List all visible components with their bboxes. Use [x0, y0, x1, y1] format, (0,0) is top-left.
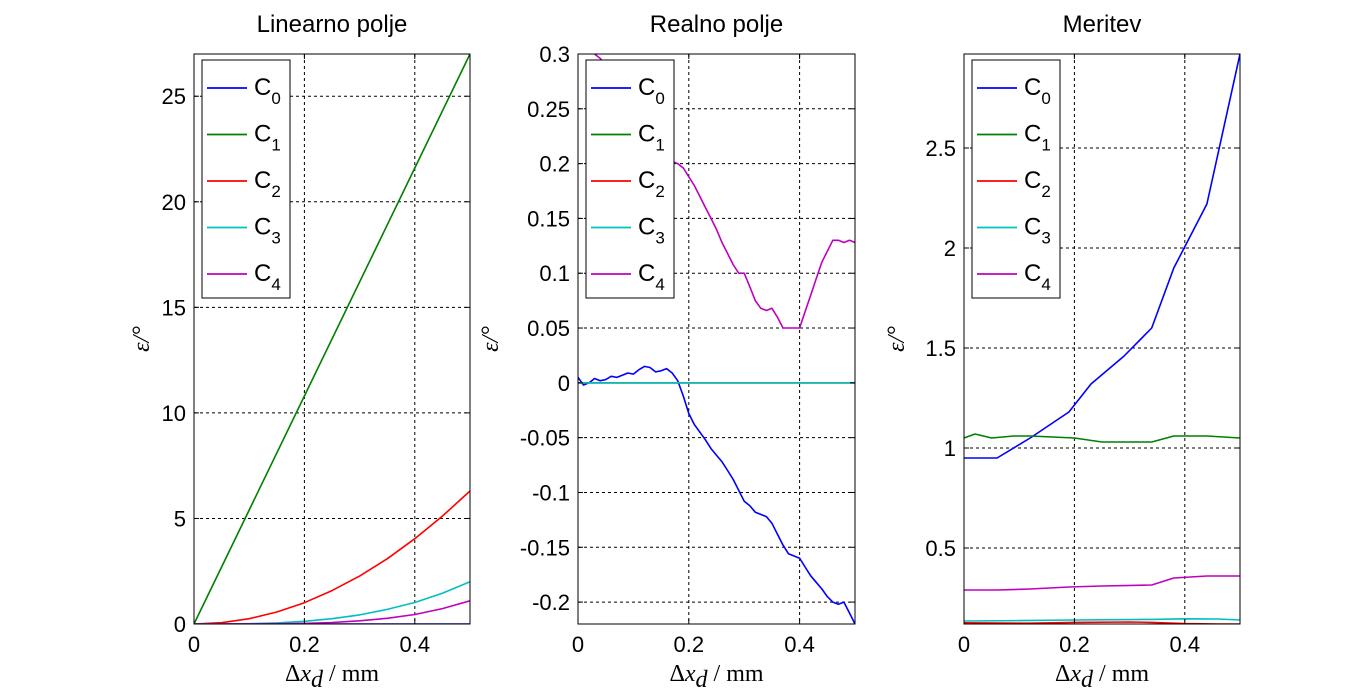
x-tick-label: 0.2 [1059, 632, 1090, 657]
y-axis-label: ε/° [884, 326, 910, 352]
legend-label-c0: C0 [1024, 74, 1051, 108]
series-group [964, 54, 1240, 624]
y-tick-label: 2 [944, 236, 956, 261]
legend-box [585, 59, 675, 299]
y-tick-label: 10 [162, 401, 186, 426]
legend-label-c1: C1 [638, 121, 665, 155]
x-axis-label: Δxd / mm [669, 661, 763, 693]
y-tick-label: -0.2 [532, 590, 570, 615]
y-axis-label: ε/° [129, 326, 155, 352]
y-tick-label: 20 [162, 190, 186, 215]
x-tick-label: 0.4 [1170, 632, 1201, 657]
x-axis-label: Δxd / mm [1055, 661, 1149, 693]
y-tick-label: 0.1 [539, 261, 570, 286]
y-tick-label: -0.05 [520, 426, 570, 451]
x-tick-label: 0.2 [289, 632, 320, 657]
legend: C0 C1 C2 C3 C4 [585, 59, 675, 299]
x-tick-label: 0 [572, 632, 584, 657]
y-tick-label: 1.5 [925, 336, 956, 361]
chart-panel-1: 0 0.2 0.4 0 5 10 15 20 25 Linearno polje Δxd / mm ε… [129, 11, 471, 693]
legend: C0 C1 C2 C3 C4 [971, 59, 1061, 299]
x-tick-label: 0.4 [784, 632, 815, 657]
y-tick-label: 0.3 [539, 42, 570, 67]
y-tick-label: 5 [174, 506, 186, 531]
y-tick-label: 2.5 [925, 136, 956, 161]
series-line-c1 [194, 54, 470, 624]
x-tick-label: 0.2 [674, 632, 705, 657]
chart-panel-2: 0 0.2 0.4 -0.2 -0.15 -0.1 -0.05 0 0.05 0.1 0.15 0.2… [478, 11, 856, 693]
legend-label-c0: C0 [254, 74, 281, 108]
y-tick-label: 15 [162, 295, 186, 320]
legend-label-c2: C2 [1024, 167, 1051, 201]
legend-box [201, 59, 291, 299]
x-tick-label: 0 [958, 632, 970, 657]
y-tick-label: -0.1 [532, 480, 570, 505]
y-tick-label: 0.5 [925, 536, 956, 561]
plot-frame [577, 53, 856, 625]
chart-title: Linearno polje [257, 11, 408, 38]
x-tick-label: 0.4 [400, 632, 431, 657]
legend-label-c3: C3 [638, 214, 665, 248]
y-tick-label: 0.25 [527, 97, 570, 122]
series-line-c1 [964, 433, 1240, 443]
series-line-c3 [964, 617, 1240, 622]
x-axis-label: Δxd / mm [285, 661, 379, 693]
legend-label-c4: C4 [1024, 260, 1051, 294]
plot-frame [963, 53, 1241, 625]
legend-label-c3: C3 [254, 214, 281, 248]
chart-panel-3: 0 0.2 0.4 0.5 1 1.5 2 2.5 Meritev Δxd / mm ε/° C0 C1… [884, 11, 1241, 693]
series-line-c0 [964, 54, 1240, 459]
x-tick-label: 0 [188, 632, 200, 657]
legend-label-c2: C2 [638, 167, 665, 201]
legend-box [971, 59, 1061, 299]
legend: C0 C1 C2 C3 C4 [201, 59, 291, 299]
y-tick-label: 0.05 [527, 316, 570, 341]
y-axis-label: ε/° [478, 326, 504, 352]
y-tick-label: 0.2 [539, 152, 570, 177]
y-tick-label: 0.15 [527, 206, 570, 231]
legend-label-c4: C4 [638, 260, 665, 294]
series-line-c2 [194, 490, 470, 624]
chart-title: Meritev [1063, 11, 1142, 38]
y-tick-label: 0 [174, 612, 186, 637]
plot-frame [193, 53, 471, 625]
legend-label-c2: C2 [254, 167, 281, 201]
y-tick-label: -0.15 [520, 535, 570, 560]
legend-label-c0: C0 [638, 74, 665, 108]
series-line-c3 [194, 581, 470, 624]
y-tick-label: 1 [944, 436, 956, 461]
legend-label-c1: C1 [254, 121, 281, 155]
y-tick-label: 0 [558, 371, 570, 396]
y-tick-label: 25 [162, 84, 186, 109]
series-line-c0 [578, 365, 855, 624]
legend-label-c1: C1 [1024, 121, 1051, 155]
chart-title: Realno polje [650, 11, 783, 38]
series-line-c4 [964, 575, 1240, 591]
legend-label-c4: C4 [254, 260, 281, 294]
legend-label-c3: C3 [1024, 214, 1051, 248]
